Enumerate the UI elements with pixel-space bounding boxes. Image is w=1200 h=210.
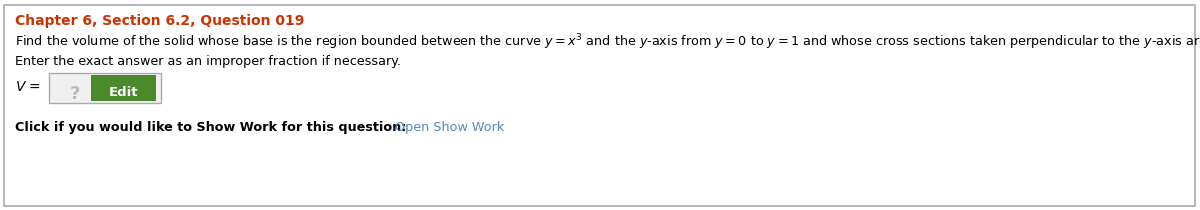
FancyBboxPatch shape — [91, 75, 156, 101]
Text: Enter the exact answer as an improper fraction if necessary.: Enter the exact answer as an improper fr… — [14, 55, 401, 68]
Text: ?: ? — [70, 85, 80, 103]
Text: Chapter 6, Section 6.2, Question 019: Chapter 6, Section 6.2, Question 019 — [14, 14, 305, 28]
FancyBboxPatch shape — [4, 5, 1195, 206]
Text: Open Show Work: Open Show Work — [395, 121, 504, 134]
Text: Click if you would like to Show Work for this question:: Click if you would like to Show Work for… — [14, 121, 407, 134]
Text: Edit: Edit — [108, 86, 138, 99]
FancyBboxPatch shape — [49, 73, 161, 103]
Text: $V$ =: $V$ = — [14, 80, 41, 94]
Text: Find the volume of the solid whose base is the region bounded between the curve : Find the volume of the solid whose base … — [14, 32, 1200, 52]
